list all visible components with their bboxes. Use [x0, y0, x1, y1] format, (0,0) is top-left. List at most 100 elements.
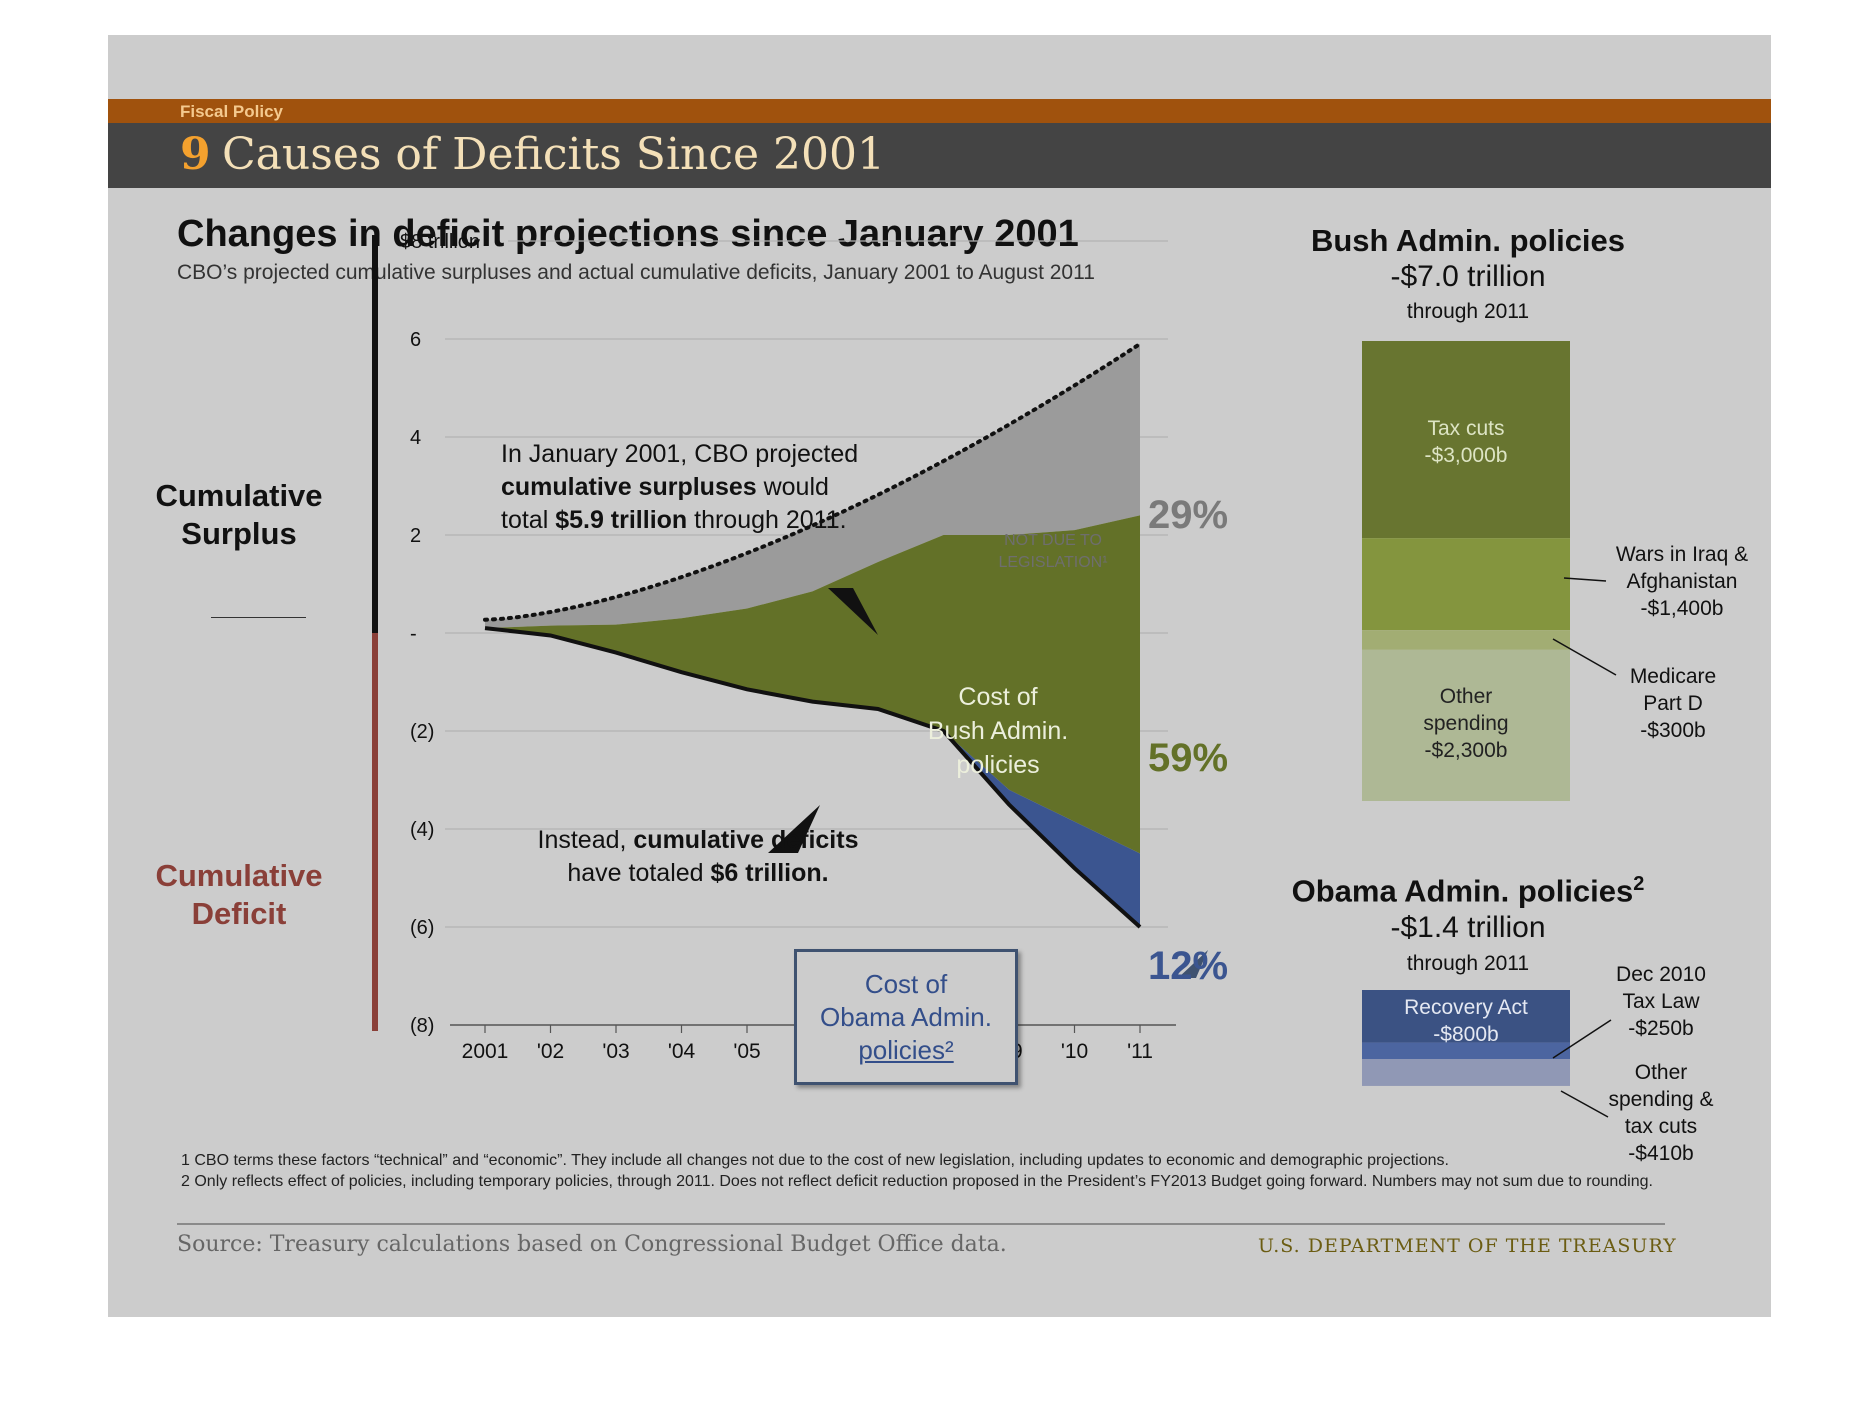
- obama-panel-title-text: Obama Admin. policies: [1291, 873, 1634, 909]
- not-due-label: NOT DUE TO LEGISLATION¹: [978, 530, 1128, 574]
- category-bar: Fiscal Policy: [108, 99, 1771, 123]
- x-tick-label: '04: [668, 1040, 696, 1063]
- source-note: Source: Treasury calculations based on C…: [177, 1232, 1007, 1257]
- bush-panel-total: -$7.0 trillion: [1390, 260, 1546, 293]
- deficit-note-amount: $6 trillion.: [710, 859, 829, 887]
- y-tick-label: (4): [410, 819, 434, 841]
- annotation-pointers: [768, 588, 1208, 978]
- recovery-act-line1: Recovery Act: [1404, 996, 1528, 1019]
- category-label: Fiscal Policy: [180, 102, 283, 121]
- medicare-line3: -$300b: [1640, 719, 1706, 742]
- recovery-act-line2: -$800b: [1433, 1023, 1499, 1046]
- y-tick-label: (6): [410, 917, 434, 939]
- obama-panel-title-sup: 2: [1633, 873, 1645, 895]
- obama-pointer: [1178, 950, 1208, 978]
- deficit-chart: $8 trillion 6 4 2 - (2) (4) (6) (8) 2001 '02 '03 '04…: [372, 231, 1617, 1118]
- obama-panel-title: Obama Admin. policies2: [1258, 873, 1678, 909]
- y-tick-label: -: [410, 623, 417, 645]
- deficit-note-pre2: have totaled: [567, 859, 711, 887]
- agency-name: U.S. DEPARTMENT OF THE TREASURY: [1258, 1235, 1677, 1257]
- recovery-act-label: Recovery Act -$800b: [1362, 994, 1570, 1048]
- bush-panel-through: through 2011: [1406, 300, 1530, 323]
- surplus-note-rest: would: [756, 473, 829, 501]
- obama-other-label: Other spending & tax cuts -$410b: [1596, 1059, 1726, 1167]
- y-tick-label: $8 trillion: [400, 231, 480, 253]
- tax-cuts-line1: Tax cuts: [1427, 417, 1505, 440]
- tax-law-label: Dec 2010 Tax Law -$250b: [1596, 961, 1726, 1042]
- obama-other-line4: -$410b: [1628, 1142, 1694, 1165]
- chart-areas: [485, 343, 1140, 927]
- x-tick-label: 2001: [462, 1040, 509, 1063]
- surplus-pointer: [828, 588, 878, 635]
- obama-stack-bar: [1362, 990, 1570, 1086]
- obama-cost-line2: Obama Admin.: [820, 1002, 992, 1032]
- wars-line3: -$1,400b: [1640, 597, 1724, 620]
- obama-other-line2: spending &: [1608, 1088, 1714, 1111]
- x-tick-label: '05: [733, 1040, 760, 1063]
- other-spending-line2: spending: [1423, 712, 1509, 735]
- obama-segment: [1362, 1042, 1570, 1059]
- slide-title: Causes of Deficits Since 2001: [222, 129, 886, 180]
- cumulative-surplus-label: Cumulative Surplus: [155, 478, 323, 551]
- y-tick-label: 2: [410, 525, 421, 547]
- wars-leader: [1563, 577, 1607, 582]
- cumulative-deficit-label: Cumulative Deficit: [155, 858, 323, 931]
- x-tick-label: '10: [1061, 1040, 1088, 1063]
- obama-segment: [1362, 990, 1570, 1043]
- obama-cost-text: Cost of Obama Admin. policies²: [797, 952, 1015, 1067]
- bush-segment: [1362, 341, 1570, 539]
- bush-segment: [1362, 538, 1570, 631]
- x-tick-label: '11: [1127, 1040, 1153, 1063]
- surplus-note-line1: In January 2001, CBO projected: [501, 440, 859, 468]
- medicare-leader: [1552, 638, 1617, 676]
- projection-line: [483, 341, 1142, 622]
- tax-law-line1: Dec 2010: [1616, 963, 1706, 986]
- footer-rule: [177, 1223, 1665, 1225]
- obama-policies-area: [943, 731, 1140, 927]
- y-tick-label: (8): [410, 1015, 434, 1037]
- surplus-note-tail: through 2011.: [687, 506, 847, 534]
- other-spending-line1: Other: [1439, 685, 1493, 708]
- pct-bush: 59%: [1148, 736, 1229, 780]
- bush-cost-line1: Cost of: [958, 683, 1038, 711]
- y-tick-label: (2): [410, 721, 434, 743]
- obama-panel-through: through 2011: [1406, 952, 1530, 975]
- bush-segment: [1362, 630, 1570, 650]
- wars-line1: Wars in Iraq &: [1615, 543, 1749, 566]
- not-legislation-area: [485, 343, 1140, 629]
- bush-panel-title: Bush Admin. policies: [1310, 223, 1626, 258]
- deficit-note-bold: cumulative deficits: [633, 826, 859, 854]
- bush-segment: [1362, 649, 1570, 801]
- obama-other-leader: [1560, 1090, 1609, 1118]
- y-tick-label: 6: [410, 329, 421, 351]
- other-spending-line3: -$2,300b: [1424, 739, 1508, 762]
- surplus-note-bold: cumulative surpluses: [501, 473, 757, 501]
- chart-lines: [483, 341, 1142, 929]
- pct-obama: 12%: [1148, 944, 1229, 988]
- obama-other-line1: Other: [1634, 1061, 1688, 1084]
- not-due-line2: LEGISLATION¹: [998, 554, 1108, 571]
- not-due-line1: NOT DUE TO: [1004, 532, 1102, 549]
- chart-subtitle: CBO’s projected cumulative surpluses and…: [177, 261, 1095, 284]
- tax-law-line2: Tax Law: [1622, 990, 1700, 1013]
- slide: Fiscal Policy 9 Causes of Deficits Since…: [108, 35, 1771, 1317]
- slide-number: 9: [180, 129, 211, 180]
- footnote-1: 1 CBO terms these factors “technical” an…: [181, 1152, 1449, 1169]
- wars-line2: Afghanistan: [1626, 570, 1738, 593]
- tax-cuts-line2: -$3,000b: [1424, 444, 1508, 467]
- surplus-annotation: In January 2001, CBO projected cumulativ…: [501, 438, 858, 537]
- tax-cuts-label: Tax cuts -$3,000b: [1362, 415, 1570, 469]
- surplus-note-line2: cumulative surpluses would: [501, 471, 858, 504]
- footnote-2: 2 Only reflects effect of policies, incl…: [181, 1173, 1653, 1190]
- leader-lines: [1552, 577, 1617, 1118]
- deficit-note-line1: Instead, cumulative deficits: [518, 824, 878, 857]
- deficit-note-pre: Instead,: [537, 826, 634, 854]
- bush-stack-bar: [1362, 341, 1570, 801]
- y-tick-label: 4: [410, 427, 421, 449]
- bush-cost-line3: policies: [956, 751, 1040, 779]
- deficit-note-line2: have totaled $6 trillion.: [518, 857, 878, 890]
- other-spending-label: Other spending -$2,300b: [1362, 683, 1570, 764]
- obama-segment: [1362, 1059, 1570, 1086]
- medicare-line1: Medicare: [1629, 665, 1717, 688]
- title-bar: 9 Causes of Deficits Since 2001: [108, 123, 1771, 188]
